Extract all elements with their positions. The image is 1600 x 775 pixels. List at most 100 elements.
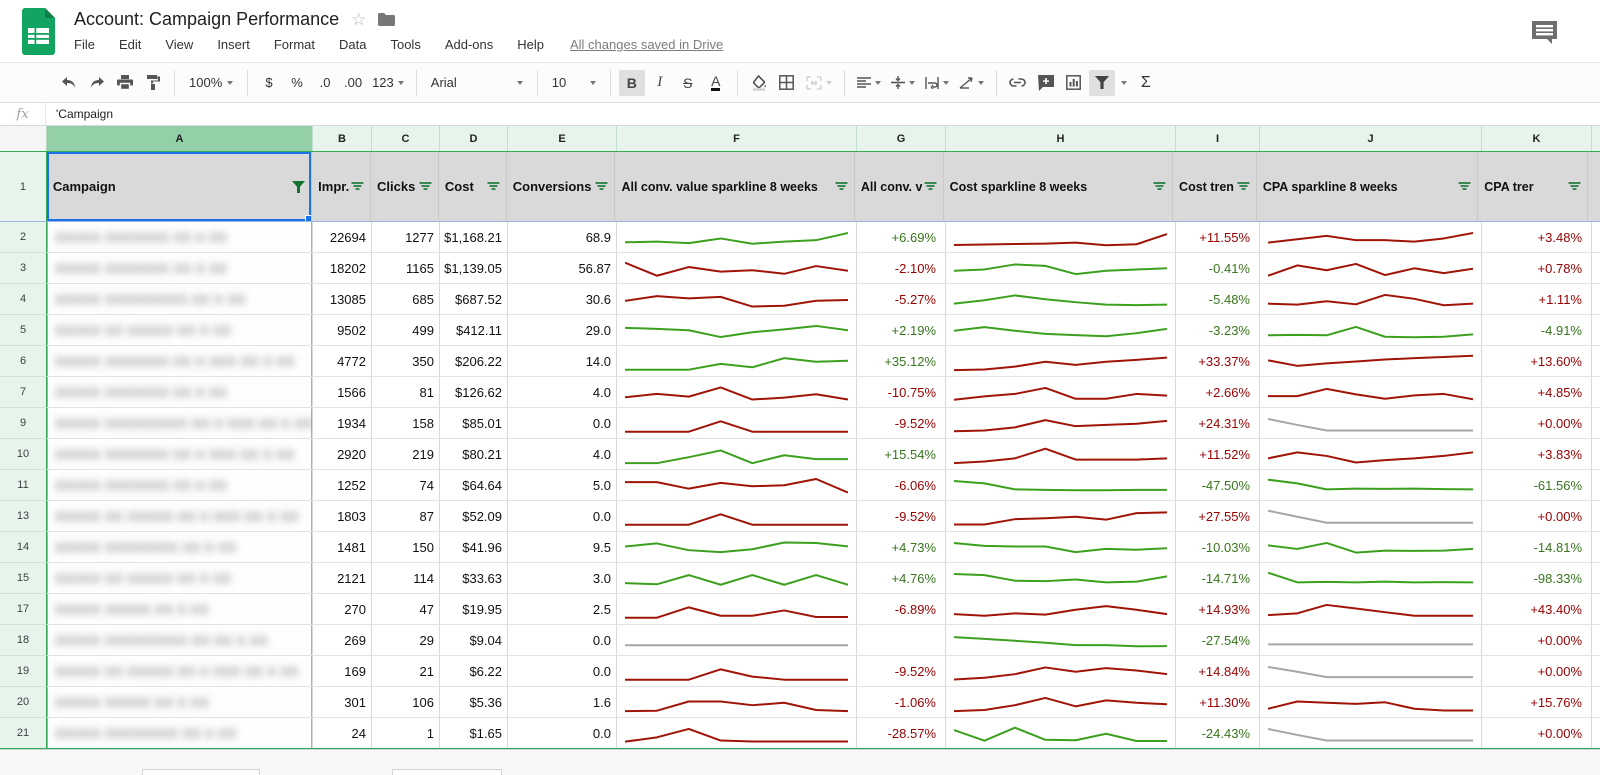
- column-header-F[interactable]: F: [617, 126, 857, 151]
- sheet-tab[interactable]: [392, 769, 502, 775]
- star-icon[interactable]: ☆: [351, 9, 367, 29]
- cell-clicks[interactable]: 158: [372, 408, 440, 439]
- cell-cost[interactable]: $126.62: [440, 377, 508, 408]
- cell-spark-conv-value[interactable]: [617, 222, 857, 253]
- cell-spark-cpa[interactable]: [1260, 346, 1482, 377]
- cell-trend-cost[interactable]: -47.50%: [1176, 470, 1260, 501]
- cell-spark-conv-value[interactable]: [617, 687, 857, 718]
- cell-trend-cpa[interactable]: +1.11%: [1482, 284, 1592, 315]
- cell-trend-cpa[interactable]: +43.40%: [1482, 594, 1592, 625]
- paint-format-icon[interactable]: [140, 70, 166, 96]
- cell-impr[interactable]: 1481: [313, 532, 372, 563]
- text-wrap-icon[interactable]: [921, 70, 953, 96]
- cell-impr[interactable]: 13085: [313, 284, 372, 315]
- cell-trend-conv-value[interactable]: -9.52%: [857, 656, 946, 687]
- cell-spark-cpa[interactable]: [1260, 284, 1482, 315]
- cell-trend-conv-value[interactable]: -6.89%: [857, 594, 946, 625]
- cell-trend-cost[interactable]: -10.03%: [1176, 532, 1260, 563]
- row-header-9[interactable]: 9: [0, 408, 47, 439]
- cell-conversions[interactable]: 0.0: [508, 501, 617, 532]
- cell-campaign[interactable]: XXXXX XX XXXXX XX X XX: [47, 563, 313, 594]
- cell-trend-cost[interactable]: -3.23%: [1176, 315, 1260, 346]
- cell-clicks[interactable]: 29: [372, 625, 440, 656]
- cell-spark-conv-value[interactable]: [617, 594, 857, 625]
- cell-trend-cpa[interactable]: +0.78%: [1482, 253, 1592, 284]
- row-header-5[interactable]: 5: [0, 315, 47, 346]
- cell-trend-conv-value[interactable]: +4.76%: [857, 563, 946, 594]
- cell-campaign[interactable]: XXXXX XXXXXXX XX X XXX XX X XX: [47, 346, 313, 377]
- cell-campaign[interactable]: XXXXX XXXXXXXX XX X XX: [47, 532, 313, 563]
- cell-conversions[interactable]: 4.0: [508, 377, 617, 408]
- cell-spark-conv-value[interactable]: [617, 501, 857, 532]
- cell-spark-conv-value[interactable]: [617, 253, 857, 284]
- cell-spark-cost[interactable]: [946, 687, 1176, 718]
- cell-spark-cpa[interactable]: [1260, 253, 1482, 284]
- cell-spark-conv-value[interactable]: [617, 656, 857, 687]
- cell-spark-cpa[interactable]: [1260, 470, 1482, 501]
- row-header-1[interactable]: 1: [0, 152, 47, 222]
- row-header-14[interactable]: 14: [0, 532, 47, 563]
- cell-cost[interactable]: $80.21: [440, 439, 508, 470]
- cell-trend-conv-value[interactable]: +15.54%: [857, 439, 946, 470]
- cell-spark-cpa[interactable]: [1260, 687, 1482, 718]
- cell-cost[interactable]: $412.11: [440, 315, 508, 346]
- row-header-15[interactable]: 15: [0, 563, 47, 594]
- row-header-7[interactable]: 7: [0, 377, 47, 408]
- cell-spark-cost[interactable]: [946, 284, 1176, 315]
- sheets-logo-icon[interactable]: [20, 8, 57, 55]
- cell-conversions[interactable]: 0.0: [508, 656, 617, 687]
- cell-clicks[interactable]: 106: [372, 687, 440, 718]
- cell-impr[interactable]: 169: [313, 656, 372, 687]
- cell-spark-cost[interactable]: [946, 439, 1176, 470]
- cell-spark-cpa[interactable]: [1260, 718, 1482, 749]
- cell-clicks[interactable]: 114: [372, 563, 440, 594]
- select-all-corner[interactable]: [0, 126, 47, 151]
- cell-trend-cost[interactable]: +11.55%: [1176, 222, 1260, 253]
- row-header-10[interactable]: 10: [0, 439, 47, 470]
- cell-trend-conv-value[interactable]: -2.10%: [857, 253, 946, 284]
- functions-icon[interactable]: Σ: [1140, 73, 1151, 91]
- undo-icon[interactable]: [56, 70, 82, 96]
- menu-data[interactable]: Data: [339, 37, 367, 52]
- row-header-18[interactable]: 18: [0, 625, 47, 656]
- cell-campaign[interactable]: XXXXX XXXXX XX X XX: [47, 594, 313, 625]
- cell-spark-cpa[interactable]: [1260, 439, 1482, 470]
- cell-clicks[interactable]: 350: [372, 346, 440, 377]
- cell-trend-conv-value[interactable]: -6.06%: [857, 470, 946, 501]
- cell-clicks[interactable]: 1: [372, 718, 440, 749]
- cell-spark-cost[interactable]: [946, 625, 1176, 656]
- cell-spark-cost[interactable]: [946, 377, 1176, 408]
- menu-help[interactable]: Help: [517, 37, 544, 52]
- header-cell-I[interactable]: Cost tren: [1173, 152, 1257, 222]
- cell-trend-cpa[interactable]: -4.91%: [1482, 315, 1592, 346]
- column-header-D[interactable]: D: [440, 126, 508, 151]
- cell-spark-cost[interactable]: [946, 222, 1176, 253]
- cell-impr[interactable]: 9502: [313, 315, 372, 346]
- filter-views-dropdown-icon[interactable]: [1117, 70, 1131, 96]
- cell-cost[interactable]: $206.22: [440, 346, 508, 377]
- row-header-21[interactable]: 21: [0, 718, 47, 749]
- cell-spark-conv-value[interactable]: [617, 408, 857, 439]
- cell-impr[interactable]: 301: [313, 687, 372, 718]
- cell-spark-cpa[interactable]: [1260, 377, 1482, 408]
- fill-color-icon[interactable]: [746, 70, 772, 96]
- cell-conversions[interactable]: 1.6: [508, 687, 617, 718]
- cell-spark-cpa[interactable]: [1260, 594, 1482, 625]
- cell-spark-conv-value[interactable]: [617, 718, 857, 749]
- column-filter-icon[interactable]: [595, 181, 608, 192]
- move-folder-icon[interactable]: [378, 13, 396, 26]
- cell-clicks[interactable]: 47: [372, 594, 440, 625]
- strikethrough-button[interactable]: S: [683, 74, 693, 91]
- cell-spark-cpa[interactable]: [1260, 222, 1482, 253]
- cell-cost[interactable]: $85.01: [440, 408, 508, 439]
- borders-icon[interactable]: [774, 70, 800, 96]
- format-percent-button[interactable]: %: [291, 75, 303, 90]
- column-header-G[interactable]: G: [857, 126, 946, 151]
- cell-impr[interactable]: 269: [313, 625, 372, 656]
- cell-trend-cpa[interactable]: -61.56%: [1482, 470, 1592, 501]
- cell-spark-cost[interactable]: [946, 408, 1176, 439]
- cell-conversions[interactable]: 3.0: [508, 563, 617, 594]
- cell-conversions[interactable]: 29.0: [508, 315, 617, 346]
- cell-trend-cpa[interactable]: +3.83%: [1482, 439, 1592, 470]
- cell-impr[interactable]: 22694: [313, 222, 372, 253]
